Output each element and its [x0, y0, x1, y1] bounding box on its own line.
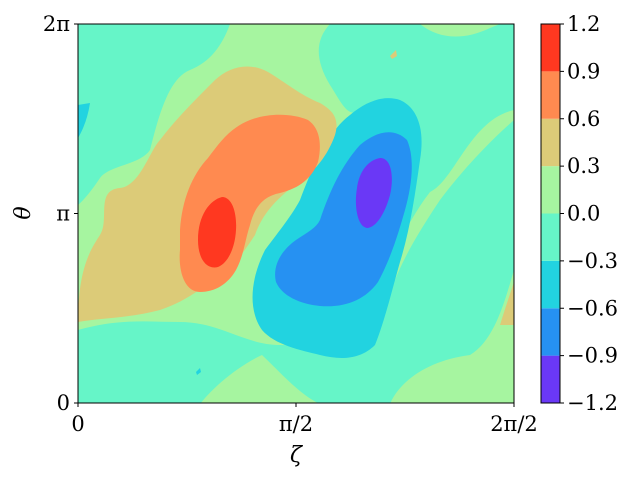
colorbar-tick-label: −0.6 [567, 296, 618, 320]
colorbar-segment [541, 24, 560, 72]
colorbar-segment [541, 71, 560, 119]
y-axis-label: θ [11, 206, 36, 219]
x-tick-label: 0 [71, 412, 84, 436]
colorbar-tick-label: −0.3 [567, 249, 618, 273]
colorbar-tick-label: −0.9 [567, 344, 618, 368]
y-tick-label: 2π [43, 12, 70, 36]
contour-band-zero [78, 24, 514, 403]
colorbar: −1.2 −0.9 −0.6 −0.3 0.0 0.3 0.6 0.9 1.2 [540, 12, 618, 415]
x-axis: 0 π/2 2π/2 [71, 403, 538, 436]
y-axis: 0 π 2π [43, 12, 78, 415]
colorbar-segment [541, 355, 560, 403]
y-tick-label: 0 [57, 391, 70, 415]
contour-band-neg-03 [196, 368, 201, 375]
colorbar-segment [541, 118, 560, 167]
contour-band-pos-03 [500, 282, 514, 325]
contour-band-pos-03 [390, 50, 397, 59]
x-tick-label: 2π/2 [490, 412, 538, 436]
colorbar-tick-label: 0.6 [567, 107, 600, 131]
colorbar-tick-label: 1.2 [567, 12, 600, 36]
contour-band-zero [78, 24, 230, 205]
colorbar-tick-label: −1.2 [567, 391, 618, 415]
x-tick-label: π/2 [279, 412, 313, 436]
colorbar-tick-label: 0.0 [567, 202, 600, 226]
colorbar-segment [541, 308, 560, 356]
contour-band-pos-09 [198, 197, 237, 268]
colorbar-segment [541, 213, 560, 261]
colorbar-tick-label: 0.9 [567, 59, 600, 83]
contour-band-neg-09 [355, 158, 392, 228]
colorbar-segment [541, 166, 560, 214]
colorbar-segment [541, 260, 560, 309]
x-axis-label: ζ [290, 443, 304, 468]
y-tick-label: π [56, 201, 70, 225]
plot-area [78, 24, 514, 403]
contour-band-neg-03 [78, 103, 90, 138]
colorbar-tick-label: 0.3 [567, 154, 600, 178]
